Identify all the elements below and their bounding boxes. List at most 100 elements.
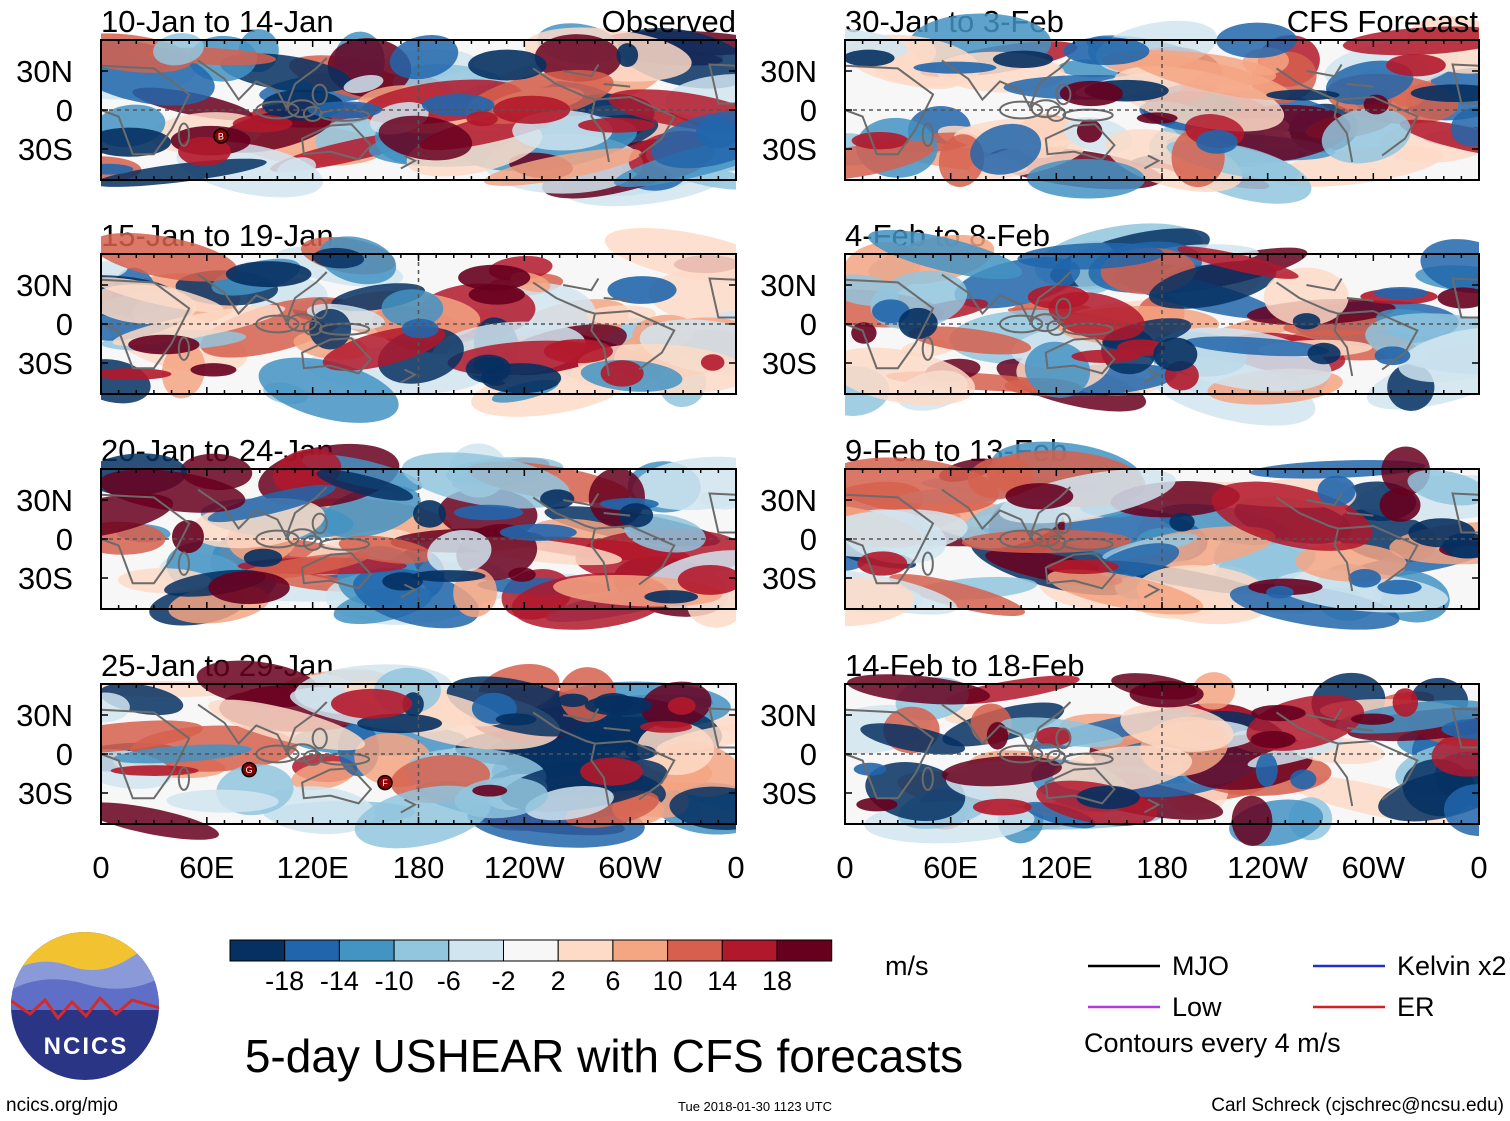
lat-label: 30N (760, 54, 817, 89)
panel-obs1: 10-Jan to 14-Jan 30N 0 30S B (16, 4, 737, 207)
colorbar-cell (503, 939, 559, 962)
panel-title-obs1: 10-Jan to 14-Jan (101, 4, 334, 39)
lat-label: 30N (760, 483, 817, 518)
lon-label: 180 (1136, 850, 1188, 885)
lat-label: 30S (762, 346, 817, 381)
ncics-logo: NCICS (11, 932, 159, 1080)
lat-label: 30N (760, 698, 817, 733)
legend-label: Low (1172, 992, 1222, 1022)
lat-label: 30S (18, 776, 73, 811)
storm-marker-label: G (246, 765, 253, 775)
colorbar-tick-label: -18 (265, 966, 304, 996)
panel-group: 10-Jan to 14-Jan 30N 0 30S B 15-Jan to 19-Jan… (16, 4, 1480, 849)
lat-label: 30S (762, 561, 817, 596)
colorbar-cell (338, 939, 395, 962)
lat-label: 0 (800, 522, 817, 557)
lat-label: 0 (56, 522, 73, 557)
colorbar-tick-label: -2 (491, 966, 515, 996)
lat-label: 0 (56, 93, 73, 128)
lon-label: 120W (484, 850, 566, 885)
storm-marker-label: B (218, 132, 224, 142)
lat-label: 0 (56, 737, 73, 772)
lat-label: 30N (16, 483, 73, 518)
colorbar-cell (557, 939, 614, 962)
lat-label: 0 (800, 737, 817, 772)
lon-label: 180 (393, 850, 445, 885)
lon-label: 120E (276, 850, 348, 885)
colorbar-units: m/s (885, 951, 929, 981)
lon-label: 0 (727, 850, 744, 885)
shear-field-fc2 (845, 223, 1479, 426)
storm-marker-label: F (382, 778, 388, 788)
continents-obs3 (101, 486, 736, 599)
observed-label: Observed (602, 4, 736, 39)
lat-label: 0 (56, 307, 73, 342)
colorbar-tick-label: 10 (653, 966, 683, 996)
lat-label: 30S (18, 346, 73, 381)
storm-marker-G: G (241, 761, 257, 778)
colorbar-tick-label: -6 (437, 966, 461, 996)
lat-label: 30S (762, 776, 817, 811)
contour-note: Contours every 4 m/s (1084, 1028, 1341, 1058)
lat-label: 30S (18, 132, 73, 167)
lon-label: 0 (836, 850, 853, 885)
lat-label: 0 (800, 93, 817, 128)
lat-label: 0 (800, 307, 817, 342)
lat-label: 30N (16, 698, 73, 733)
figure-title: 5-day USHEAR with CFS forecasts (245, 1030, 963, 1082)
lon-label: 0 (92, 850, 109, 885)
legend-item-mjo: MJO (1088, 951, 1229, 981)
colorbar-cell (448, 939, 504, 962)
storm-marker-F: F (377, 774, 393, 791)
colorbar-tick-label: 14 (707, 966, 737, 996)
lon-label: 120W (1227, 850, 1309, 885)
author-credit: Carl Schreck (cjschrec@ncsu.edu) (1211, 1095, 1504, 1116)
continents-fc3 (845, 486, 1479, 599)
shear-field-obs4 (101, 660, 736, 849)
lon-label: 60E (179, 850, 234, 885)
lat-label: 30S (762, 132, 817, 167)
legend: MJO Kelvin x2 Low ER (1088, 951, 1507, 1022)
legend-item-low: Low (1088, 992, 1222, 1022)
lon-label: 60W (598, 850, 662, 885)
lat-label: 30S (18, 561, 73, 596)
shear-field-obs2 (101, 228, 736, 423)
colorbar-cell (229, 939, 286, 962)
legend-item-er: ER (1313, 992, 1435, 1022)
legend-label: ER (1397, 992, 1435, 1022)
lon-label: 0 (1470, 850, 1487, 885)
lat-label: 30N (760, 268, 817, 303)
legend-item-kelvin-x2: Kelvin x2 (1313, 951, 1507, 981)
shear-field-fc3 (845, 441, 1479, 630)
colorbar-cell (667, 939, 723, 962)
forecast-label: CFS Forecast (1287, 4, 1479, 39)
colorbar-cell (284, 939, 340, 962)
colorbar: -18 -14 -10 -6 -2 2 6 10 14 18 (229, 939, 833, 996)
storm-marker-B: B (213, 128, 229, 144)
continents-obs2 (101, 271, 736, 384)
colorbar-tick-label: 18 (762, 966, 792, 996)
shear-field-obs1 (101, 23, 736, 207)
continents-obs1 (101, 57, 736, 170)
lon-label: 60W (1341, 850, 1405, 885)
colorbar-cell (612, 939, 669, 962)
logo-text: NCICS (44, 1033, 129, 1060)
continents-fc4 (845, 701, 1479, 814)
website-link[interactable]: ncics.org/mjo (6, 1095, 118, 1116)
colorbar-tick-label: 6 (605, 966, 620, 996)
lon-label: 60E (923, 850, 978, 885)
lon-label: 120E (1020, 850, 1092, 885)
continents-fc2 (845, 271, 1479, 384)
colorbar-cell (393, 939, 450, 962)
longitude-axis: 0 60E 120E 180 120W 60W 0 0 60E 120E 180 120W 60W 0 (92, 850, 1487, 885)
continents-fc1 (845, 57, 1479, 170)
legend-label: Kelvin x2 (1397, 951, 1507, 981)
